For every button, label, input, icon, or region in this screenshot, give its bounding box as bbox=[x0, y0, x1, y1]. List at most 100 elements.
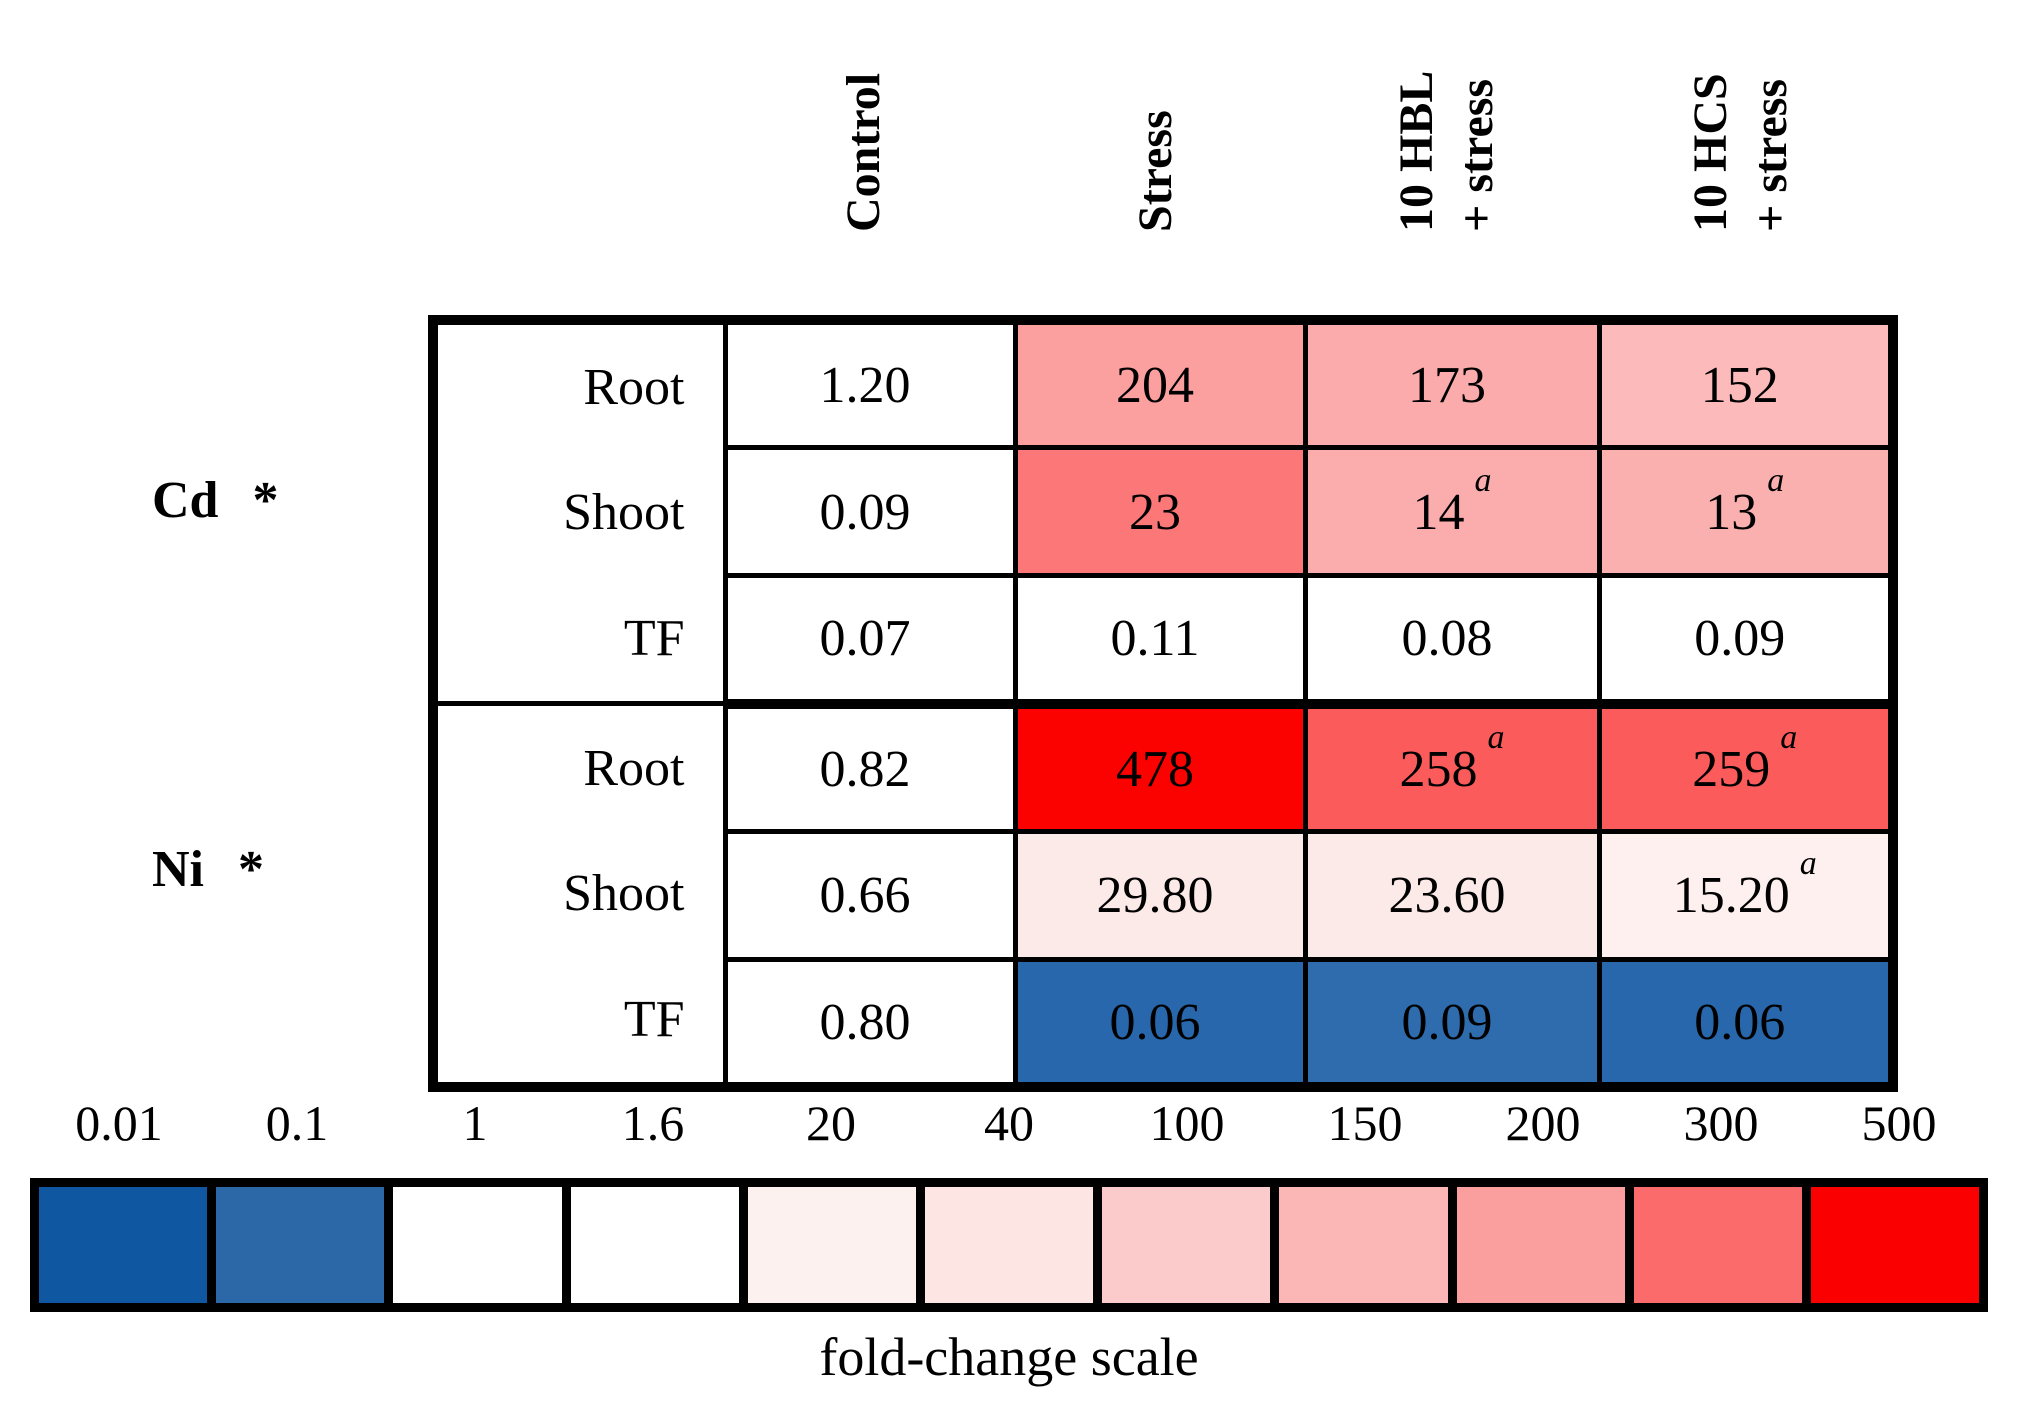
table-row: 0.09 23 14a 13a bbox=[433, 445, 1896, 579]
heatmap-cell: 0.06 bbox=[1012, 956, 1308, 1090]
colorbar-tick-labels: 0.01 0.1 1 1.6 20 40 100 150 200 300 500 bbox=[30, 1094, 1988, 1152]
heatmap-cell: 0.80 bbox=[722, 956, 1018, 1090]
colorbar-tick: 0.1 bbox=[265, 1095, 329, 1151]
heatmap-cell: 0.82 bbox=[722, 701, 1018, 834]
group-label-cd: Cd * bbox=[152, 464, 278, 536]
heatmap-cell: 29.80 bbox=[1012, 828, 1308, 962]
colorbar-caption: fold-change scale bbox=[819, 1327, 1199, 1387]
colorbar-swatch bbox=[1447, 1178, 1634, 1312]
colorbar-swatch bbox=[1801, 1178, 1989, 1312]
cell-value: 173 bbox=[1408, 357, 1486, 415]
cell-value: 0.06 bbox=[1694, 993, 1786, 1051]
tissue-label-tf: TF bbox=[623, 990, 685, 1048]
heatmap-cell: 1.20 bbox=[722, 317, 1018, 451]
colorbar-swatch bbox=[384, 1178, 571, 1312]
colorbar-swatch bbox=[1093, 1178, 1280, 1312]
cell-value: 0.07 bbox=[819, 610, 911, 668]
colorbar-swatch bbox=[561, 1178, 748, 1312]
tissue-label-shoot: Shoot bbox=[563, 484, 685, 542]
table-row: Root Shoot TF 1.20 204 173 152 bbox=[430, 317, 1896, 706]
tissue-label-cell-cd: Root Shoot TF bbox=[430, 317, 728, 706]
heatmap-cell: 259a bbox=[1596, 701, 1896, 834]
cell-value: 15.20 bbox=[1672, 867, 1790, 925]
cell-value: 152 bbox=[1700, 357, 1779, 415]
cell-value: 204 bbox=[1116, 357, 1194, 415]
colorbar-tick: 1 bbox=[462, 1095, 488, 1151]
column-header-line: 10 HCS bbox=[1684, 73, 1737, 232]
heatmap-cell: 0.66 bbox=[722, 828, 1018, 962]
cell-superscript: a bbox=[1780, 718, 1798, 756]
cell-value: 23.60 bbox=[1388, 867, 1506, 925]
tissue-label-root: Root bbox=[583, 359, 685, 417]
heatmap-cell: 0.11 bbox=[1012, 573, 1308, 709]
heatmap-cell: 23.60 bbox=[1302, 828, 1602, 962]
cell-value: 23 bbox=[1129, 483, 1181, 541]
heatmap-cell: 152 bbox=[1596, 317, 1896, 451]
tissue-label-root: Root bbox=[583, 740, 685, 798]
group-label-ni: Ni * bbox=[152, 833, 264, 905]
colorbar-tick: 20 bbox=[806, 1095, 856, 1151]
column-header-line: Stress bbox=[1129, 110, 1182, 232]
heatmap-cell: 13a bbox=[1596, 445, 1896, 579]
cell-superscript: a bbox=[1799, 845, 1817, 883]
colorbar-swatch bbox=[915, 1178, 1103, 1312]
heatmap-cell: 204 bbox=[1012, 317, 1308, 451]
heatmap-cell: 23 bbox=[1012, 445, 1308, 579]
colorbar-tick: 300 bbox=[1683, 1095, 1759, 1151]
cell-value: 0.11 bbox=[1110, 610, 1200, 668]
cell-value: 259 bbox=[1692, 740, 1771, 798]
colorbar bbox=[30, 1178, 1989, 1312]
colorbar-tick: 500 bbox=[1861, 1095, 1937, 1151]
cell-value: 0.09 bbox=[819, 483, 911, 541]
column-header-10hbl-stress: 10 HBL + stress bbox=[1387, 71, 1507, 232]
heatmap-table: Root Shoot TF 1.20 204 173 152 0.09 23 1… bbox=[428, 315, 1898, 1092]
tissue-label-cell-ni: Root Shoot TF bbox=[430, 701, 728, 1090]
colorbar-tick: 100 bbox=[1149, 1095, 1225, 1151]
column-header-control: Control bbox=[834, 73, 894, 232]
colorbar-tick: 150 bbox=[1327, 1095, 1403, 1151]
heatmap-cell: 0.09 bbox=[722, 445, 1018, 579]
cell-superscript: a bbox=[1474, 461, 1492, 499]
cell-value: 258 bbox=[1399, 740, 1478, 798]
heatmap-cell: 0.08 bbox=[1302, 573, 1602, 709]
column-header-line: 10 HBL bbox=[1390, 70, 1443, 232]
table-row: 0.07 0.11 0.08 0.09 bbox=[433, 573, 1896, 709]
column-header-stress: Stress bbox=[1126, 110, 1186, 232]
heatmap-cell: 15.20a bbox=[1596, 828, 1896, 962]
colorbar-swatch bbox=[1270, 1178, 1457, 1312]
metal-symbol: Cd bbox=[152, 471, 219, 529]
colorbar-tick: 40 bbox=[984, 1095, 1034, 1151]
column-header-line: Control bbox=[837, 72, 890, 232]
significance-asterisk: * bbox=[252, 471, 279, 529]
heatmap-cell: 258a bbox=[1302, 701, 1602, 834]
tissue-label-shoot: Shoot bbox=[563, 865, 685, 923]
cell-value: 0.08 bbox=[1401, 610, 1493, 668]
cell-value: 0.09 bbox=[1401, 993, 1493, 1051]
cell-value: 13 bbox=[1705, 483, 1758, 541]
heatmap-cell: 478 bbox=[1012, 701, 1308, 834]
tissue-label-tf: TF bbox=[623, 609, 685, 667]
heatmap-cell: 14a bbox=[1302, 445, 1602, 579]
heatmap-cell: 0.07 bbox=[722, 573, 1018, 709]
cell-value: 14 bbox=[1412, 483, 1465, 541]
colorbar-swatch bbox=[207, 1178, 394, 1312]
cell-value: 1.20 bbox=[819, 357, 911, 415]
cell-superscript: a bbox=[1487, 718, 1505, 756]
heatmap-cell: 0.09 bbox=[1302, 956, 1602, 1090]
cell-value: 0.06 bbox=[1109, 993, 1201, 1051]
cell-value: 0.80 bbox=[819, 993, 911, 1051]
colorbar-tick: 1.6 bbox=[621, 1095, 685, 1151]
table-row: 0.66 29.80 23.60 15.20a bbox=[433, 828, 1896, 962]
colorbar-tick: 200 bbox=[1505, 1095, 1581, 1151]
cell-value: 29.80 bbox=[1096, 867, 1214, 925]
cell-value: 0.66 bbox=[819, 867, 911, 925]
cell-value: 0.09 bbox=[1694, 610, 1786, 668]
heatmap-cell: 173 bbox=[1302, 317, 1602, 451]
colorbar-tick: 0.01 bbox=[75, 1095, 163, 1151]
colorbar-swatch bbox=[1624, 1178, 1811, 1312]
table-row: 0.80 0.06 0.09 0.06 bbox=[433, 956, 1896, 1090]
colorbar-swatch bbox=[738, 1178, 925, 1312]
column-header-line: + stress bbox=[1450, 78, 1503, 232]
cell-value: 478 bbox=[1116, 740, 1194, 798]
